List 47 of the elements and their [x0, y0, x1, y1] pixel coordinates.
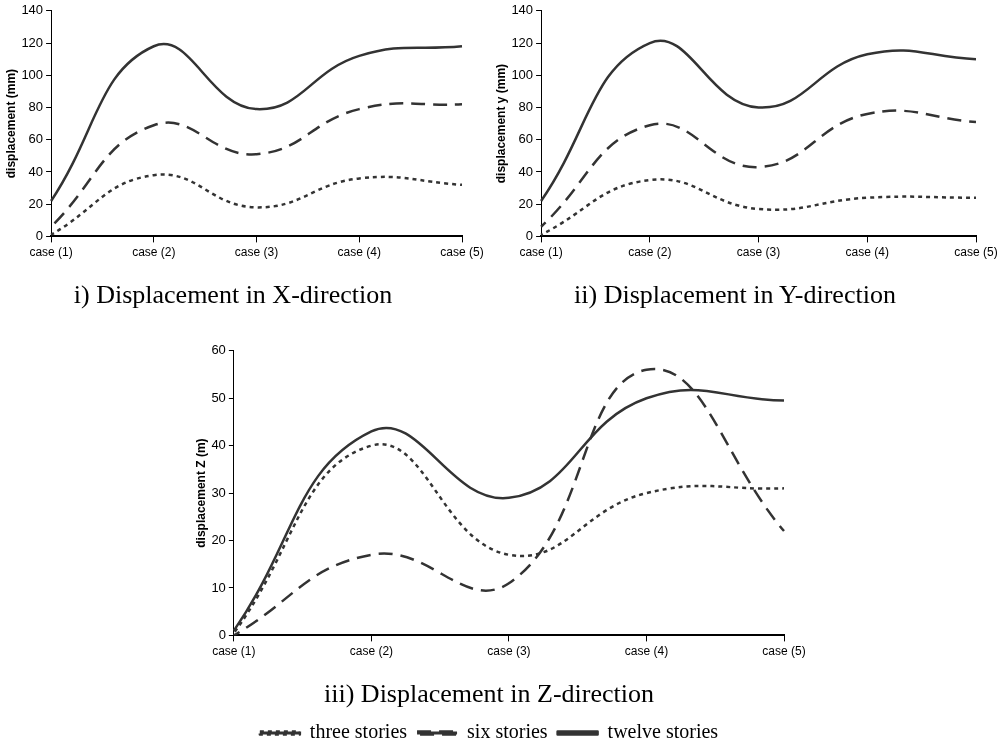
- x-tick-label: case (5): [762, 643, 806, 658]
- x-tick-label: case (3): [234, 244, 279, 259]
- text: i) Displacement in X-direction: [73, 280, 393, 310]
- y-tick-label: 120: [21, 34, 44, 50]
- y-tick-label: 80: [28, 99, 44, 115]
- x-tick-label: case (3): [487, 643, 531, 658]
- y-tick-label: 0: [525, 227, 534, 243]
- y-tick-label: 60: [518, 131, 534, 147]
- y-tick-label: 40: [211, 437, 226, 453]
- y-tick-label: 30: [211, 484, 226, 500]
- x-tick-label: case (1): [29, 244, 73, 259]
- x-tick-label: case (2): [349, 643, 394, 658]
- x-tick-label: case (5): [954, 244, 998, 259]
- legend-label: twelve stories: [607, 720, 719, 743]
- y-tick-label: 10: [211, 579, 226, 595]
- x-tick-label: case (2): [628, 244, 672, 259]
- x-tick-label: case (1): [519, 244, 563, 259]
- x-tick-label: case (2): [132, 244, 176, 259]
- legend-label: six stories: [467, 720, 548, 743]
- y-tick-label: 0: [218, 626, 226, 642]
- y-tick-label: 40: [518, 163, 534, 179]
- text: ii) Displacement in Y-direction: [574, 280, 896, 310]
- y-axis-title: displacement Z (m): [193, 438, 208, 548]
- y-axis-title: displacement (mm): [3, 68, 18, 179]
- y-tick-label: 20: [518, 195, 534, 211]
- y-tick-label: 20: [28, 195, 44, 211]
- y-tick-label: 100: [21, 66, 44, 82]
- y-tick-label: 120: [511, 34, 534, 50]
- y-axis-title: displacement y (mm): [493, 63, 508, 184]
- x-tick-label: case (1): [212, 643, 256, 658]
- legend-label: three stories: [309, 720, 408, 743]
- x-tick-label: case (4): [337, 244, 381, 259]
- x-tick-label: case (3): [736, 244, 781, 259]
- y-tick-label: 60: [28, 131, 44, 147]
- y-tick-label: 140: [21, 2, 44, 18]
- y-tick-label: 60: [211, 342, 226, 358]
- y-tick-label: 80: [518, 99, 534, 115]
- y-tick-label: 0: [35, 227, 44, 243]
- y-tick-label: 140: [511, 2, 534, 18]
- y-tick-label: 100: [511, 66, 534, 82]
- x-tick-label: case (4): [624, 643, 669, 658]
- y-tick-label: 40: [28, 163, 44, 179]
- text: iii) Displacement in Z-direction: [324, 679, 654, 709]
- x-tick-label: case (4): [845, 244, 889, 259]
- y-tick-label: 20: [211, 532, 226, 548]
- x-tick-label: case (5): [440, 244, 484, 259]
- y-tick-label: 50: [211, 389, 226, 405]
